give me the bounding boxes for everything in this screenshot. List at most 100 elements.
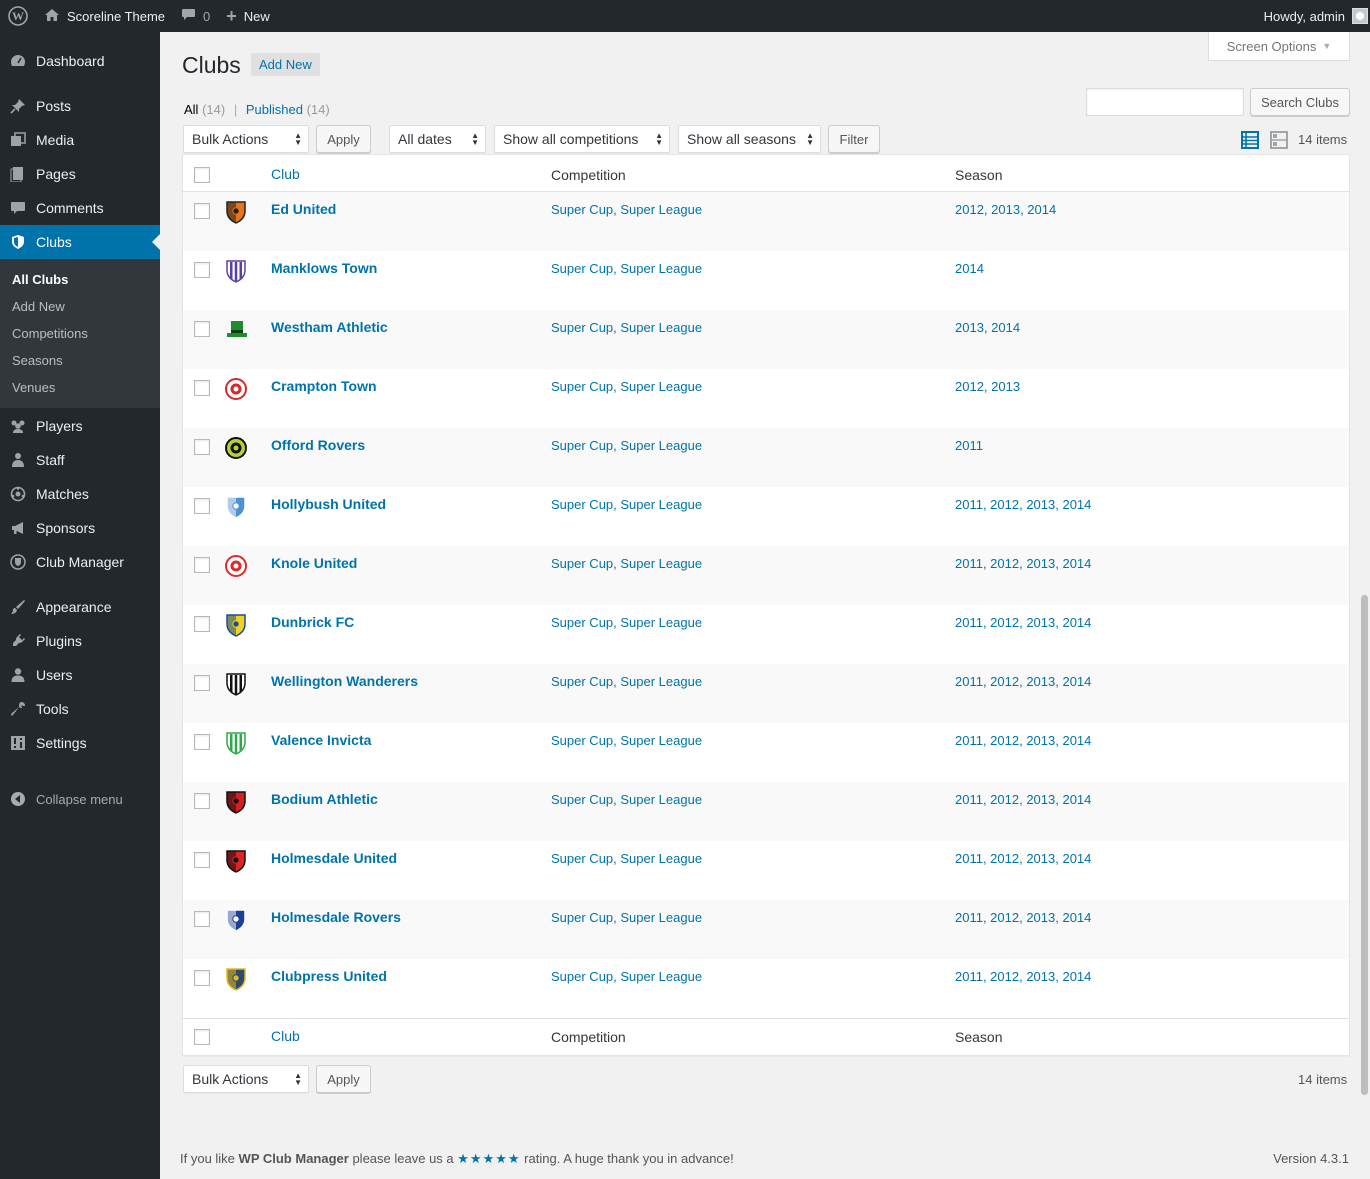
menu-item-posts[interactable]: Posts	[0, 89, 160, 123]
column-club-footer[interactable]: Club	[271, 1028, 300, 1044]
competition-links[interactable]: Super Cup, Super League	[551, 261, 703, 276]
rating-stars-link[interactable]: ★★★★★	[457, 1151, 521, 1166]
comments-link[interactable]: 0	[173, 0, 218, 32]
competition-links[interactable]: Super Cup, Super League	[551, 615, 703, 630]
menu-item-clubs[interactable]: Clubs	[0, 225, 160, 259]
menu-item-matches[interactable]: Matches	[0, 477, 160, 511]
submenu-all-clubs[interactable]: All Clubs	[12, 272, 69, 287]
season-links[interactable]: 2011, 2012, 2013, 2014	[955, 615, 1092, 630]
menu-item-users[interactable]: Users	[0, 658, 160, 692]
row-checkbox[interactable]	[194, 557, 210, 573]
screen-options-button[interactable]: Screen Options ▼	[1208, 32, 1350, 61]
submenu-competitions[interactable]: Competitions	[12, 326, 88, 341]
menu-item-comments[interactable]: Comments	[0, 191, 160, 225]
site-name-link[interactable]: Scoreline Theme	[36, 0, 173, 32]
row-checkbox[interactable]	[194, 734, 210, 750]
competition-links[interactable]: Super Cup, Super League	[551, 438, 703, 453]
search-clubs-button[interactable]: Search Clubs	[1250, 88, 1350, 116]
scrollbar[interactable]	[1361, 595, 1368, 1095]
menu-item-media[interactable]: Media	[0, 123, 160, 157]
submenu-seasons[interactable]: Seasons	[12, 353, 63, 368]
competition-links[interactable]: Super Cup, Super League	[551, 379, 703, 394]
club-name-link[interactable]: Hollybush United	[271, 496, 387, 512]
season-links[interactable]: 2012, 2013	[955, 379, 1021, 394]
club-name-link[interactable]: Ed United	[271, 201, 337, 217]
season-links[interactable]: 2012, 2013, 2014	[955, 202, 1057, 217]
wordpress-logo-icon[interactable]: W	[0, 0, 36, 32]
club-name-link[interactable]: Holmesdale Rovers	[271, 909, 401, 925]
menu-item-club-manager[interactable]: Club Manager	[0, 545, 160, 579]
row-checkbox[interactable]	[194, 970, 210, 986]
competition-links[interactable]: Super Cup, Super League	[551, 556, 703, 571]
menu-item-appearance[interactable]: Appearance	[0, 590, 160, 624]
row-checkbox[interactable]	[194, 439, 210, 455]
filter-button[interactable]: Filter	[828, 125, 880, 153]
season-filter-select[interactable]: Show all seasons ▲ ▼	[678, 125, 821, 153]
row-checkbox[interactable]	[194, 321, 210, 337]
season-links[interactable]: 2011, 2012, 2013, 2014	[955, 674, 1092, 689]
competition-links[interactable]: Super Cup, Super League	[551, 320, 703, 335]
row-checkbox[interactable]	[194, 793, 210, 809]
competition-links[interactable]: Super Cup, Super League	[551, 733, 703, 748]
row-checkbox[interactable]	[194, 380, 210, 396]
menu-item-dashboard[interactable]: Dashboard	[0, 44, 160, 78]
competition-links[interactable]: Super Cup, Super League	[551, 497, 703, 512]
column-club-header[interactable]: Club	[271, 166, 300, 182]
season-links[interactable]: 2011, 2012, 2013, 2014	[955, 792, 1092, 807]
submenu-venues[interactable]: Venues	[12, 380, 56, 395]
add-new-button[interactable]: Add New	[251, 53, 320, 76]
club-name-link[interactable]: Knole United	[271, 555, 358, 571]
season-links[interactable]: 2011, 2012, 2013, 2014	[955, 910, 1092, 925]
search-input[interactable]	[1086, 88, 1244, 116]
menu-item-settings[interactable]: Settings	[0, 726, 160, 760]
row-checkbox[interactable]	[194, 911, 210, 927]
season-links[interactable]: 2013, 2014	[955, 320, 1021, 335]
season-links[interactable]: 2011, 2012, 2013, 2014	[955, 733, 1092, 748]
my-account-link[interactable]: Howdy, admin	[1256, 0, 1370, 32]
club-name-link[interactable]: Westham Athletic	[271, 319, 388, 335]
row-checkbox[interactable]	[194, 675, 210, 691]
filter-published[interactable]: Published (14)	[246, 102, 330, 117]
club-name-link[interactable]: Manklows Town	[271, 260, 378, 276]
club-name-link[interactable]: Dunbrick FC	[271, 614, 355, 630]
menu-item-tools[interactable]: Tools	[0, 692, 160, 726]
club-name-link[interactable]: Bodium Athletic	[271, 791, 378, 807]
club-name-link[interactable]: Clubpress United	[271, 968, 387, 984]
list-view-icon[interactable]	[1241, 131, 1259, 149]
apply-button[interactable]: Apply	[316, 125, 371, 153]
competition-filter-select[interactable]: Show all competitions ▲ ▼	[494, 125, 670, 153]
competition-links[interactable]: Super Cup, Super League	[551, 910, 703, 925]
season-links[interactable]: 2011, 2012, 2013, 2014	[955, 556, 1092, 571]
season-links[interactable]: 2011	[955, 438, 983, 453]
menu-item-pages[interactable]: Pages	[0, 157, 160, 191]
bulk-actions-select[interactable]: Bulk Actions ▲ ▼	[183, 125, 309, 153]
row-checkbox[interactable]	[194, 262, 210, 278]
menu-item-staff[interactable]: Staff	[0, 443, 160, 477]
submenu-add-new[interactable]: Add New	[12, 299, 65, 314]
competition-links[interactable]: Super Cup, Super League	[551, 202, 703, 217]
club-name-link[interactable]: Crampton Town	[271, 378, 377, 394]
row-checkbox[interactable]	[194, 498, 210, 514]
select-all-checkbox-bottom[interactable]	[194, 1029, 210, 1045]
row-checkbox[interactable]	[194, 852, 210, 868]
competition-links[interactable]: Super Cup, Super League	[551, 792, 703, 807]
row-checkbox[interactable]	[194, 616, 210, 632]
competition-links[interactable]: Super Cup, Super League	[551, 674, 703, 689]
filter-all[interactable]: All (14)	[184, 102, 225, 117]
competition-links[interactable]: Super Cup, Super League	[551, 969, 703, 984]
footer-plugin-name[interactable]: WP Club Manager	[238, 1151, 349, 1166]
collapse-menu-button[interactable]: Collapse menu	[0, 782, 160, 816]
excerpt-view-icon[interactable]	[1270, 131, 1288, 149]
menu-item-players[interactable]: Players	[0, 409, 160, 443]
competition-links[interactable]: Super Cup, Super League	[551, 851, 703, 866]
menu-item-plugins[interactable]: Plugins	[0, 624, 160, 658]
club-name-link[interactable]: Holmesdale United	[271, 850, 398, 866]
date-filter-select[interactable]: All dates ▲ ▼	[389, 125, 486, 153]
apply-button-bottom[interactable]: Apply	[316, 1065, 371, 1093]
row-checkbox[interactable]	[194, 203, 210, 219]
season-links[interactable]: 2011, 2012, 2013, 2014	[955, 497, 1092, 512]
select-all-checkbox[interactable]	[194, 167, 210, 183]
season-links[interactable]: 2014	[955, 261, 984, 276]
club-name-link[interactable]: Offord Rovers	[271, 437, 366, 453]
bulk-actions-select-bottom[interactable]: Bulk Actions ▲ ▼	[183, 1065, 309, 1093]
